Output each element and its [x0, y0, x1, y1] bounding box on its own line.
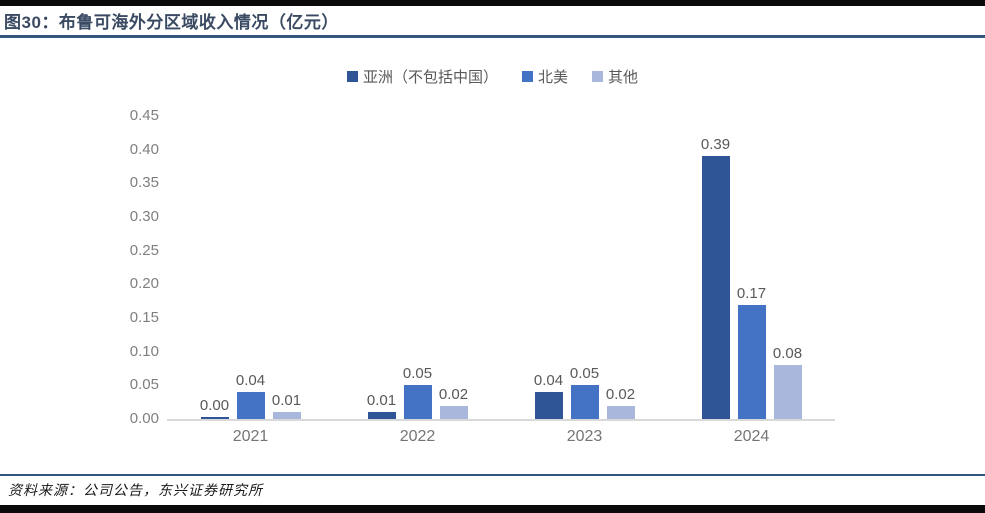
- title-divider: [0, 35, 985, 38]
- bar-wrap: 0.08: [772, 116, 803, 419]
- bar-wrap: 0.05: [402, 116, 433, 419]
- legend-swatch-icon: [521, 71, 533, 82]
- legend-swatch-icon: [346, 71, 358, 82]
- bar: [439, 406, 468, 419]
- bar-wrap: 0.05: [569, 116, 600, 419]
- bar-wrap: 0.04: [235, 116, 266, 419]
- top-border-bar: [0, 0, 985, 6]
- x-tick-label: 2021: [232, 428, 269, 445]
- legend-label: 其他: [608, 69, 639, 86]
- bar-value-label: 0.02: [605, 386, 636, 403]
- y-axis: 0.00 0.05 0.10 0.15 0.20 0.25 0.30 0.35 0.40 0.45: [120, 107, 167, 427]
- legend: 亚洲（不包括中国） 北美 其他: [0, 66, 985, 87]
- bar-value-label: 0.17: [736, 285, 767, 302]
- y-tick-label: 0.15: [129, 309, 159, 326]
- bar: [367, 412, 396, 419]
- bar-group-2021: 0.00 0.04 0.01: [167, 116, 334, 419]
- bar: [200, 417, 229, 419]
- bar-value-label: 0.01: [366, 392, 397, 409]
- x-tick-label: 2022: [399, 428, 436, 445]
- bar-group-2024: 0.39 0.17 0.08: [668, 116, 835, 419]
- legend-item: 北美: [521, 66, 568, 87]
- bar-value-label: 0.04: [235, 372, 266, 389]
- bar: [272, 412, 301, 419]
- y-tick-label: 0.10: [129, 342, 159, 360]
- bar-value-label: 0.08: [772, 345, 803, 362]
- bar-wrap: 0.01: [271, 116, 302, 419]
- bar-group-2023: 0.04 0.05 0.02: [501, 116, 668, 419]
- bar-wrap: 0.39: [700, 116, 731, 419]
- footer-divider: [0, 474, 985, 476]
- bar: [773, 365, 802, 419]
- legend-label: 北美: [537, 69, 568, 86]
- bar-value-label: 0.39: [700, 136, 731, 153]
- bar-chart: 0.00 0.05 0.10 0.15 0.20 0.25 0.30 0.35 0.40 0.45…: [120, 107, 845, 446]
- y-tick-label: 0.35: [129, 174, 159, 192]
- figure-title: 图30：布鲁可海外分区域收入情况（亿元）: [4, 13, 339, 32]
- legend-swatch-icon: [592, 71, 603, 82]
- y-tick-label: 0.30: [129, 208, 159, 225]
- y-tick-label: 0.00: [129, 410, 159, 427]
- bar-value-label: 0.05: [402, 365, 433, 382]
- y-tick-label: 0.20: [129, 275, 159, 293]
- bar: [606, 406, 635, 419]
- bar-wrap: 0.02: [438, 116, 469, 419]
- bar-value-label: 0.04: [533, 372, 564, 389]
- bar: [534, 392, 563, 419]
- legend-item: 其他: [592, 66, 638, 87]
- bar-wrap: 0.04: [533, 116, 564, 419]
- y-tick-label: 0.05: [129, 376, 159, 394]
- bar-value-label: 0.01: [271, 392, 302, 409]
- bar-wrap: 0.17: [736, 116, 767, 419]
- x-axis: 2021 2022 2023 2024: [167, 428, 835, 446]
- source-note: 资料来源：公司公告，东兴证券研究所: [8, 484, 263, 499]
- bar-wrap: 0.00: [199, 116, 230, 419]
- bar: [570, 385, 599, 419]
- legend-item: 亚洲（不包括中国）: [346, 66, 498, 87]
- y-tick-label: 0.45: [129, 107, 159, 124]
- bar: [403, 385, 432, 419]
- bar-value-label: 0.00: [199, 397, 230, 414]
- bar: [236, 392, 265, 419]
- bar-wrap: 0.01: [366, 116, 397, 419]
- bar-wrap: 0.02: [605, 116, 636, 419]
- x-tick-label: 2024: [733, 428, 770, 445]
- bar-group-2022: 0.01 0.05 0.02: [334, 116, 501, 419]
- bottom-border-bar: [0, 505, 985, 513]
- bar: [701, 156, 730, 419]
- bar: [737, 305, 766, 419]
- bar-value-label: 0.02: [438, 386, 469, 403]
- y-tick-label: 0.40: [129, 140, 159, 158]
- bar-value-label: 0.05: [569, 365, 600, 382]
- y-tick-label: 0.25: [129, 241, 159, 259]
- x-tick-label: 2023: [566, 428, 603, 445]
- plot-area: 0.00 0.04 0.01 0.01 0.05 0.02 0.04 0.05 0.02 0.39…: [167, 116, 835, 421]
- legend-label: 亚洲（不包括中国）: [362, 69, 498, 86]
